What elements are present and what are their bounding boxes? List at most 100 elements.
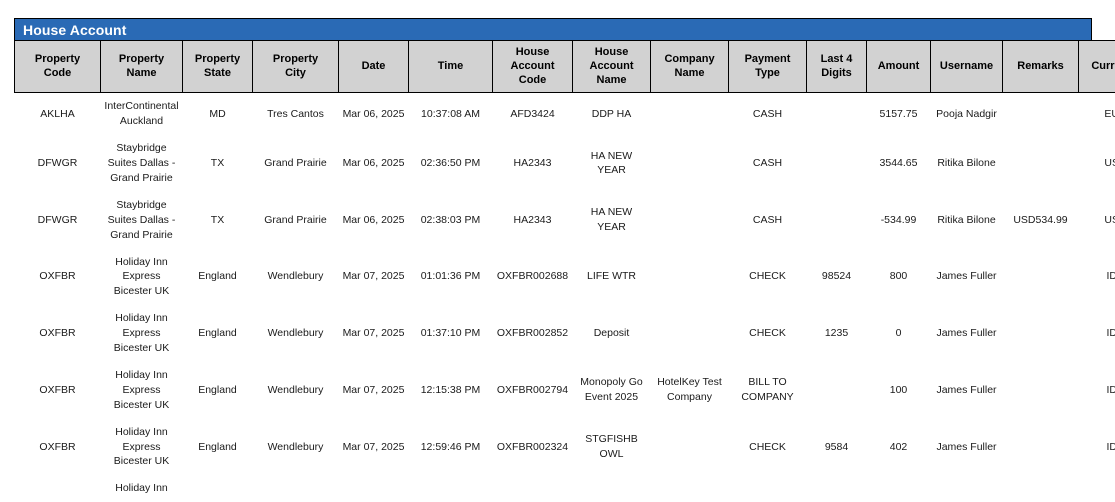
cell-username: James Fuller	[936, 440, 997, 453]
cell-last-4-digits: 9584	[824, 440, 849, 453]
cell-company-name	[651, 93, 729, 135]
column-header-payment-type[interactable]: Payment Type	[728, 39, 807, 94]
cell-date: Mar 06, 2025	[342, 213, 405, 226]
cell-property-name: InterContinental Auckland	[104, 100, 179, 128]
column-header-remarks[interactable]: Remarks	[1002, 39, 1079, 94]
table-row[interactable]: DFWGR Staybridge Suites Dallas - Grand Pr…	[15, 135, 1115, 192]
cell-remarks: USD534.99	[1013, 213, 1068, 226]
cell-property-city: Tres Cantos	[267, 107, 324, 120]
cell-currency: EUR	[1104, 107, 1115, 120]
cell-property-name: Holiday Inn Express Bicester UK	[113, 425, 170, 468]
column-header-last-4-digits[interactable]: Last 4 Digits	[806, 39, 867, 94]
column-header-house-account-name[interactable]: House Account Name	[572, 39, 651, 94]
cell-time: 01:01:36 PM	[420, 270, 481, 283]
cell-company-name	[651, 419, 729, 476]
cell-last-4-digits	[807, 93, 867, 135]
cell-company-name	[651, 249, 729, 306]
table-row[interactable]: OXFBR Holiday Inn Express Bicester UK Engl…	[15, 419, 1115, 476]
report-title-bar: House Account	[14, 18, 1092, 40]
cell-property-state: TX	[210, 213, 225, 226]
column-header-property-name[interactable]: Property Name	[100, 39, 183, 94]
cell-currency: USD	[1104, 156, 1115, 169]
cell-house-account-name: STGFISHB OWL	[585, 433, 638, 461]
cell-payment-type: CHECK	[749, 270, 786, 283]
column-header-currency[interactable]: Currency	[1078, 39, 1115, 94]
cell-date: Mar 07, 2025	[342, 270, 405, 283]
cell-payment-type: CASH	[752, 213, 783, 226]
cell-amount: -534.99	[880, 213, 917, 226]
cell-property-code: DFWGR	[37, 156, 78, 169]
column-header-amount[interactable]: Amount	[866, 39, 931, 94]
table-row[interactable]: AKLHA InterContinental Auckland MD Tres Can…	[15, 93, 1115, 135]
cell-property-code: OXFBR	[39, 270, 76, 283]
cell-amount: 0	[895, 327, 902, 340]
cell-property-name: Staybridge Suites Dallas - Grand Prairie	[107, 198, 176, 241]
cell-property-city: Wendlebury	[267, 383, 324, 396]
cell-username: Ritika Bilone	[937, 213, 996, 226]
cell-property-code: OXFBR	[39, 440, 76, 453]
viewport-bottom-clip	[0, 494, 1115, 502]
cell-house-account-code: OXFBR002688	[496, 270, 569, 283]
cell-company-name	[651, 192, 729, 249]
cell-payment-type: CHECK	[749, 440, 786, 453]
cell-property-name: Holiday Inn Express Bicester UK	[113, 312, 170, 355]
cell-house-account-code: OXFBR002852	[496, 327, 569, 340]
cell-last-4-digits	[807, 192, 867, 249]
cell-property-city: Grand Prairie	[264, 156, 327, 169]
column-header-time[interactable]: Time	[408, 39, 493, 94]
cell-property-name: Staybridge Suites Dallas - Grand Prairie	[107, 142, 176, 184]
column-header-property-state[interactable]: Property State	[182, 39, 253, 94]
column-header-property-city[interactable]: Property City	[252, 39, 339, 94]
cell-amount: 3544.65	[879, 156, 918, 169]
cell-company-name: HotelKey Test Company	[657, 376, 722, 404]
cell-property-name: Holiday Inn	[115, 482, 168, 495]
cell-property-city: Wendlebury	[267, 270, 324, 283]
cell-date: Mar 06, 2025	[342, 156, 405, 169]
cell-username: James Fuller	[936, 383, 997, 396]
cell-remarks	[1003, 305, 1079, 362]
cell-property-city: Wendlebury	[267, 440, 324, 453]
table-row[interactable]: OXFBR Holiday Inn Express Bicester UK Engl…	[15, 249, 1115, 306]
cell-property-state: MD	[209, 107, 226, 120]
cell-house-account-code: AFD3424	[510, 107, 555, 120]
cell-house-account-name: DDP HA	[591, 107, 632, 120]
cell-currency: IDR	[1106, 383, 1115, 396]
cell-username: James Fuller	[936, 270, 997, 283]
cell-house-account-name: Monopoly Go Event 2025	[580, 376, 643, 404]
cell-house-account-name: HA NEW YEAR	[590, 206, 633, 234]
cell-date: Mar 07, 2025	[342, 383, 405, 396]
cell-remarks	[1003, 93, 1079, 135]
cell-company-name	[651, 305, 729, 362]
cell-property-state: England	[198, 440, 237, 453]
cell-remarks	[1003, 362, 1079, 419]
cell-property-code: OXFBR	[39, 327, 76, 340]
cell-time: 01:37:10 PM	[420, 327, 481, 340]
cell-house-account-name: LIFE WTR	[587, 270, 636, 283]
table-row[interactable]: OXFBR Holiday Inn Express Bicester UK Engl…	[15, 362, 1115, 419]
house-account-report: House Account Property Code Property Name Pr…	[14, 18, 1115, 502]
cell-payment-type: CASH	[752, 156, 783, 169]
cell-last-4-digits	[807, 135, 867, 192]
cell-currency: IDR	[1106, 327, 1115, 340]
column-header-company-name[interactable]: Company Name	[650, 39, 729, 94]
cell-property-name: Holiday Inn Express Bicester UK	[113, 255, 170, 298]
table-row[interactable]: DFWGR Staybridge Suites Dallas - Grand Pr…	[15, 192, 1115, 249]
cell-date: Mar 07, 2025	[342, 440, 405, 453]
cell-last-4-digits: 98524	[821, 270, 852, 283]
table-row[interactable]: OXFBR Holiday Inn Express Bicester UK Engl…	[15, 305, 1115, 362]
cell-time: 02:36:50 PM	[420, 156, 481, 169]
cell-remarks	[1003, 135, 1079, 192]
column-header-username[interactable]: Username	[930, 39, 1003, 94]
cell-property-state: England	[198, 270, 237, 283]
cell-house-account-code: OXFBR002794	[496, 383, 569, 396]
cell-house-account-code: OXFBR002324	[496, 440, 569, 453]
column-header-date[interactable]: Date	[338, 39, 409, 94]
cell-date: Mar 07, 2025	[342, 327, 405, 340]
cell-property-city: Grand Prairie	[264, 213, 327, 226]
column-header-property-code[interactable]: Property Code	[14, 39, 101, 94]
table-row[interactable]: Holiday Inn	[15, 475, 1115, 502]
cell-house-account-name: Deposit	[593, 327, 630, 340]
cell-currency: IDR	[1106, 270, 1115, 283]
column-header-house-account-code[interactable]: House Account Code	[492, 39, 573, 94]
cell-time: 02:38:03 PM	[420, 213, 481, 226]
